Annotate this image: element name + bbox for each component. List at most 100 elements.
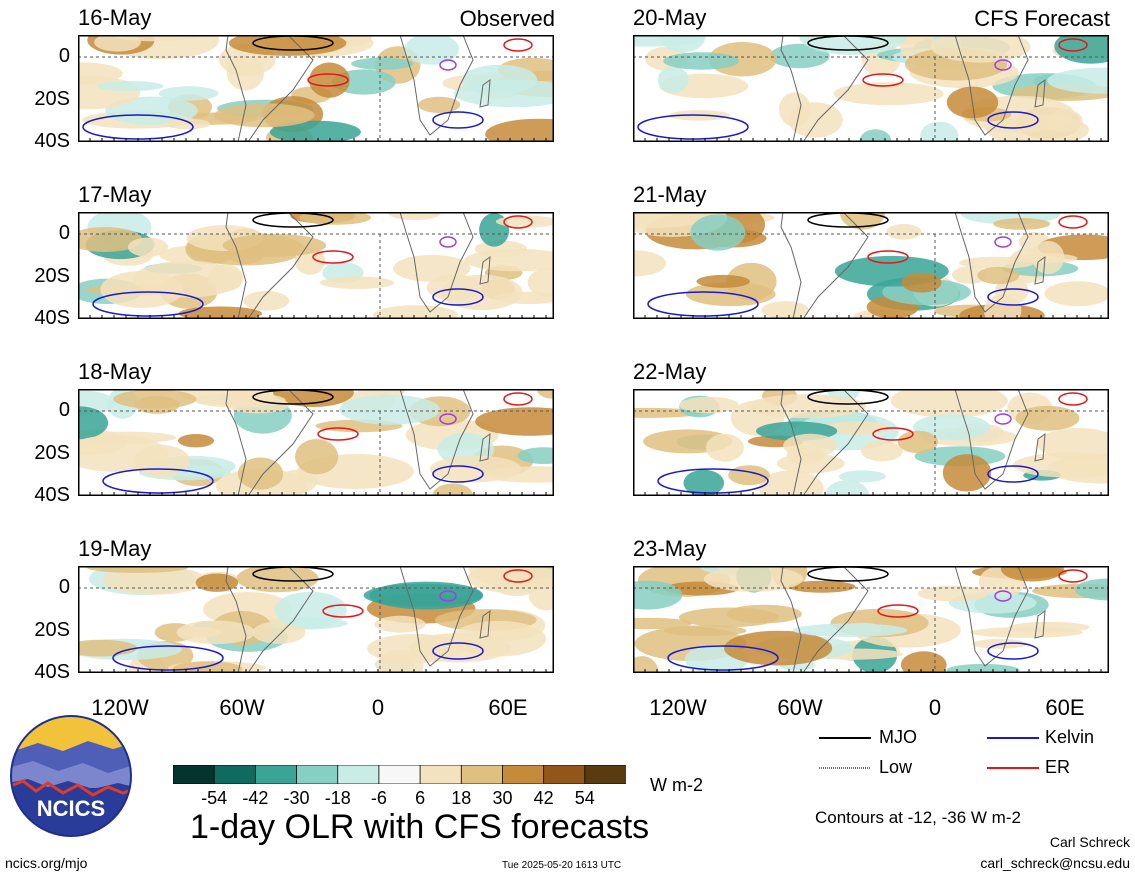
olr-shading bbox=[942, 454, 992, 492]
panel-date: 23-May bbox=[633, 536, 707, 561]
olr-shading bbox=[897, 430, 939, 454]
olr-shading bbox=[441, 274, 523, 311]
africa-outline bbox=[954, 389, 1029, 490]
panel-date: 22-May bbox=[633, 359, 707, 384]
olr-shading bbox=[825, 480, 869, 496]
south-america-outline bbox=[780, 212, 869, 319]
low-contour bbox=[994, 59, 1012, 71]
x-tick-label: 60E bbox=[1045, 695, 1085, 720]
olr-shading bbox=[127, 237, 169, 257]
y-tick-label: 0 bbox=[58, 399, 70, 421]
olr-shading bbox=[683, 469, 725, 496]
colorbar-tick-label: -30 bbox=[283, 788, 310, 808]
olr-shading bbox=[838, 470, 887, 483]
olr-shading bbox=[374, 615, 426, 633]
ncics-logo: NCICS bbox=[8, 713, 134, 839]
colorbar bbox=[172, 764, 627, 785]
olr-shading bbox=[886, 224, 922, 240]
olr-shading bbox=[496, 215, 554, 228]
y-tick-label: 40S bbox=[34, 130, 70, 152]
colorbar-segment bbox=[584, 764, 627, 785]
olr-shading bbox=[100, 271, 184, 308]
olr-shading bbox=[913, 414, 991, 440]
colorbar-segment bbox=[502, 764, 545, 785]
y-tick-label: 40S bbox=[34, 307, 70, 329]
x-tick-label: 120W bbox=[649, 695, 707, 720]
olr-shading bbox=[769, 43, 830, 69]
y-tick-label: 20S bbox=[34, 88, 70, 110]
olr-shading bbox=[747, 394, 866, 419]
er-contour bbox=[1058, 38, 1088, 52]
y-tick-label: 20S bbox=[34, 265, 70, 287]
olr-shading bbox=[363, 583, 483, 607]
site-link[interactable]: ncics.org/mjo bbox=[5, 855, 88, 871]
x-tick-label: 0 bbox=[371, 695, 385, 720]
olr-shading bbox=[222, 234, 327, 257]
olr-shading bbox=[1047, 67, 1109, 94]
madagascar-outline bbox=[479, 78, 491, 108]
olr-shading bbox=[833, 82, 944, 106]
olr-shading bbox=[273, 389, 354, 407]
low-contour bbox=[439, 236, 457, 248]
south-america-outline bbox=[780, 566, 869, 673]
olr-shading bbox=[453, 79, 554, 108]
south-america-outline bbox=[225, 35, 314, 142]
colorbar-segment bbox=[378, 764, 421, 785]
er-contour bbox=[872, 427, 914, 441]
colorbar-segment bbox=[296, 764, 339, 785]
olr-shading bbox=[485, 118, 554, 142]
colorbar-unit: W m-2 bbox=[650, 775, 703, 795]
olr-shading bbox=[1015, 405, 1080, 431]
olr-shading bbox=[977, 266, 1020, 285]
olr-shading bbox=[930, 35, 1031, 63]
olr-shading bbox=[1046, 109, 1083, 133]
olr-map-panel bbox=[633, 566, 1109, 673]
madagascar-outline bbox=[479, 609, 491, 639]
olr-shading bbox=[178, 434, 214, 448]
olr-shading bbox=[295, 439, 339, 475]
panel-frame bbox=[78, 566, 554, 673]
olr-shading bbox=[788, 102, 843, 138]
olr-shading bbox=[236, 566, 319, 593]
olr-shading bbox=[679, 396, 739, 414]
olr-shading bbox=[788, 580, 856, 593]
olr-shading bbox=[418, 96, 461, 113]
olr-shading bbox=[393, 254, 471, 282]
olr-map-panel bbox=[78, 566, 554, 673]
kelvin-contour bbox=[432, 465, 484, 483]
south-america-outline bbox=[225, 212, 314, 319]
kelvin-contour bbox=[112, 645, 224, 671]
olr-map-panel bbox=[78, 35, 554, 142]
y-tick-label: 20S bbox=[34, 442, 70, 464]
south-america-outline bbox=[780, 35, 869, 142]
kelvin-contour bbox=[432, 111, 484, 129]
olr-shading bbox=[946, 663, 1020, 673]
low-contour bbox=[439, 59, 457, 71]
south-america-outline bbox=[225, 389, 314, 496]
olr-shading bbox=[207, 264, 244, 292]
olr-shading bbox=[900, 651, 947, 673]
olr-shading bbox=[96, 81, 164, 92]
south-america-outline bbox=[780, 389, 869, 496]
africa-outline bbox=[399, 566, 474, 667]
kelvin-contour bbox=[92, 291, 204, 317]
olr-shading bbox=[451, 620, 547, 657]
x-tick-label: 60W bbox=[219, 695, 265, 720]
olr-shading bbox=[861, 440, 903, 462]
x-tick-label: 0 bbox=[928, 695, 942, 720]
er-contour bbox=[317, 427, 359, 441]
olr-shading bbox=[178, 306, 262, 319]
olr-map-panel bbox=[78, 389, 554, 496]
er-contour bbox=[322, 604, 364, 618]
colorbar-segment bbox=[543, 764, 586, 785]
olr-shading bbox=[373, 305, 458, 319]
colorbar-tick-label: -6 bbox=[370, 788, 387, 808]
panel-frame bbox=[633, 35, 1109, 142]
olr-shading bbox=[158, 86, 219, 101]
colorbar-tick-label: -42 bbox=[242, 788, 269, 808]
panel-date: 21-May bbox=[633, 182, 707, 207]
y-tick-label: 20S bbox=[34, 619, 70, 641]
olr-map-panel bbox=[633, 212, 1109, 319]
olr-shading bbox=[657, 66, 689, 93]
er-contour bbox=[307, 73, 349, 87]
